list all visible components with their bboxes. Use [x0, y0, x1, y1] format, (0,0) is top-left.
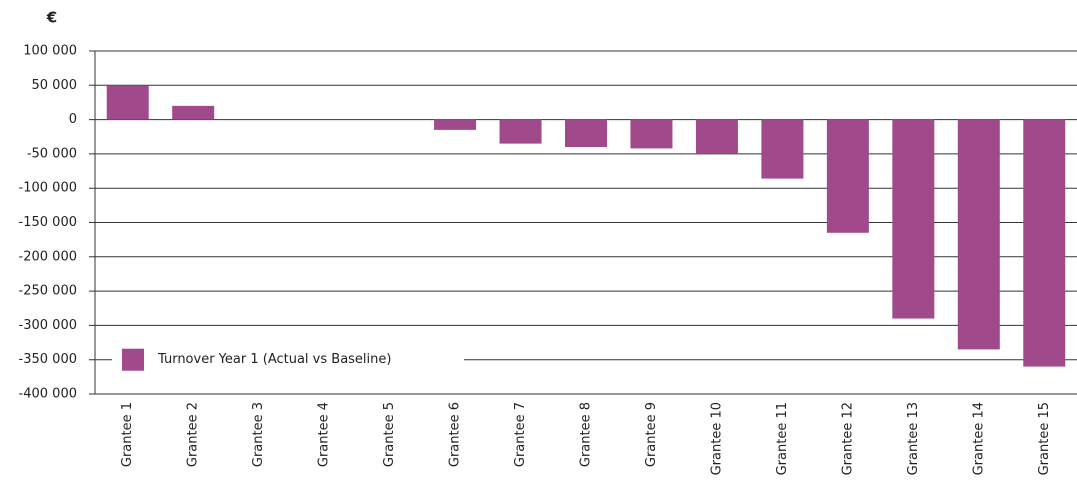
y-tick-label: 0 — [69, 112, 77, 127]
y-tick-label: -150 000 — [19, 215, 77, 230]
legend-label: Turnover Year 1 (Actual vs Baseline) — [157, 352, 391, 367]
x-tick-label: Grantee 13 — [906, 402, 921, 475]
bar — [499, 119, 542, 144]
x-tick-label: Grantee 10 — [709, 402, 724, 475]
x-tick-label: Grantee 5 — [382, 402, 397, 467]
bar — [565, 119, 607, 148]
bar — [106, 85, 149, 120]
y-tick-label: -250 000 — [19, 284, 77, 299]
y-tick-label: 50 000 — [32, 78, 78, 93]
y-axis-label: € — [46, 9, 57, 27]
bar — [695, 119, 738, 154]
x-tick-label: Grantee 1 — [120, 402, 135, 467]
y-tick-label: -50 000 — [27, 146, 77, 161]
x-tick-label: Grantee 4 — [317, 402, 332, 467]
y-tick-label: -400 000 — [19, 387, 77, 402]
y-tick-label: -300 000 — [19, 318, 77, 333]
y-tick-label: -200 000 — [19, 249, 77, 264]
bar — [826, 119, 869, 233]
y-tick-label: -100 000 — [19, 181, 77, 196]
bar — [434, 119, 477, 130]
x-tick-label: Grantee 7 — [513, 402, 528, 467]
x-tick-label: Grantee 15 — [1037, 402, 1052, 475]
x-tick-label: Grantee 6 — [448, 402, 463, 467]
x-tick-label: Grantee 2 — [186, 402, 201, 467]
y-tick-label: -350 000 — [19, 352, 77, 367]
x-tick-label: Grantee 12 — [840, 402, 855, 475]
x-tick-label: Grantee 3 — [251, 402, 266, 467]
x-tick-label: Grantee 11 — [775, 402, 790, 475]
bar — [1023, 119, 1066, 367]
bar — [892, 119, 935, 319]
legend-swatch — [122, 348, 144, 371]
bar — [761, 119, 804, 179]
bar — [630, 119, 673, 149]
x-tick-label: Grantee 9 — [644, 402, 659, 467]
y-tick-label: 100 000 — [23, 44, 77, 59]
bar — [957, 119, 1000, 350]
legend-box — [112, 343, 464, 376]
x-tick-label: Grantee 8 — [579, 402, 594, 467]
x-tick-label: Grantee 14 — [971, 402, 986, 475]
bar — [172, 105, 215, 120]
